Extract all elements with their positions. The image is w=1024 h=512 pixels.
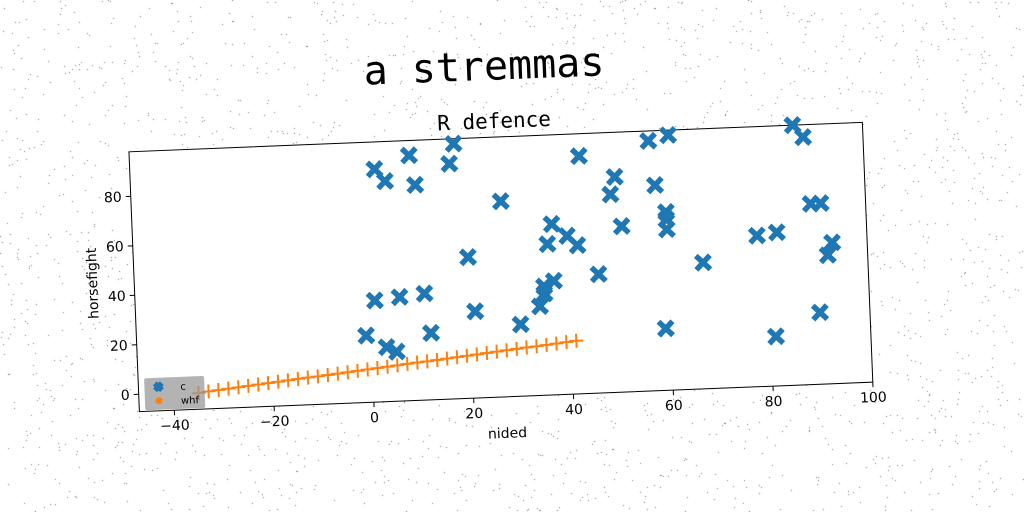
data-point-c [375,172,395,191]
y-tick-label: 40 [108,289,126,306]
x-tick-label: −40 [160,418,190,435]
y-tick-label: 0 [121,388,131,404]
legend-label-whf: whf [181,395,200,407]
data-point-c [390,287,409,307]
y-axis-label: horsefight [84,247,103,319]
data-point-c [440,154,459,173]
legend-label-c: c [180,382,186,393]
data-point-c [657,210,676,229]
data-point-c [589,265,608,284]
data-point-c [793,127,813,147]
chart-title: R defence [437,107,552,136]
data-point-c [387,342,406,361]
x-tick-label: 0 [370,410,380,426]
data-point-c [544,271,564,291]
data-point-c [421,323,441,343]
y-tick-label: 80 [104,190,122,207]
data-point-c [811,194,830,213]
data-point-c [357,326,376,345]
data-point-c [511,315,530,334]
data-point-c [693,253,713,272]
chart-marks [191,116,842,401]
x-axis-label: nided [488,425,528,443]
data-point-c [818,245,837,265]
data-point-c [542,214,561,234]
y-axis-ticks: 0 20 40 60 80 [104,190,139,404]
data-point-c [823,233,842,252]
data-point-c [530,297,550,316]
data-point-c [767,223,786,242]
data-point-c [377,337,396,357]
data-point-c [444,134,463,153]
y-tick-label: 60 [106,239,124,256]
data-point-c [458,247,478,267]
x-tick-label: 20 [465,406,483,423]
data-point-c [569,146,589,166]
data-point-c [747,226,767,245]
data-point-c [365,291,384,310]
data-point-c [601,185,620,204]
x-tick-label: 80 [764,394,782,411]
data-point-c [639,131,658,150]
data-point-c [658,125,678,145]
data-point-c [766,327,786,346]
data-point-c [491,192,510,211]
x-tick-label: 40 [565,402,583,419]
x-axis-ticks: −40 −20 0 20 40 60 80 100 [160,382,887,435]
data-point-c [466,302,485,321]
data-point-whf [569,333,584,348]
x-tick-label: 60 [665,398,683,415]
chart-legend: c whf [144,376,206,411]
y-tick-label: 20 [110,338,128,355]
data-point-c [568,236,587,255]
legend-marker-whf [155,397,163,405]
data-point-c [538,234,557,254]
data-point-c [810,303,830,322]
data-point-c [405,175,425,195]
axes-frame [128,121,874,413]
plot-area: R defence −40 −20 0 20 40 60 80 100 0 20 40 60 80 n… [84,107,887,443]
data-point-c [645,176,665,195]
chart-suptitle: a stremmas [363,39,605,94]
data-point-c [415,284,434,303]
data-point-c [612,217,631,236]
legend-marker-c [152,381,164,393]
x-tick-label: −20 [260,414,290,431]
data-point-c [399,146,419,165]
data-point-c [656,319,675,338]
x-tick-label: 100 [860,390,887,407]
data-point-c [605,167,624,187]
